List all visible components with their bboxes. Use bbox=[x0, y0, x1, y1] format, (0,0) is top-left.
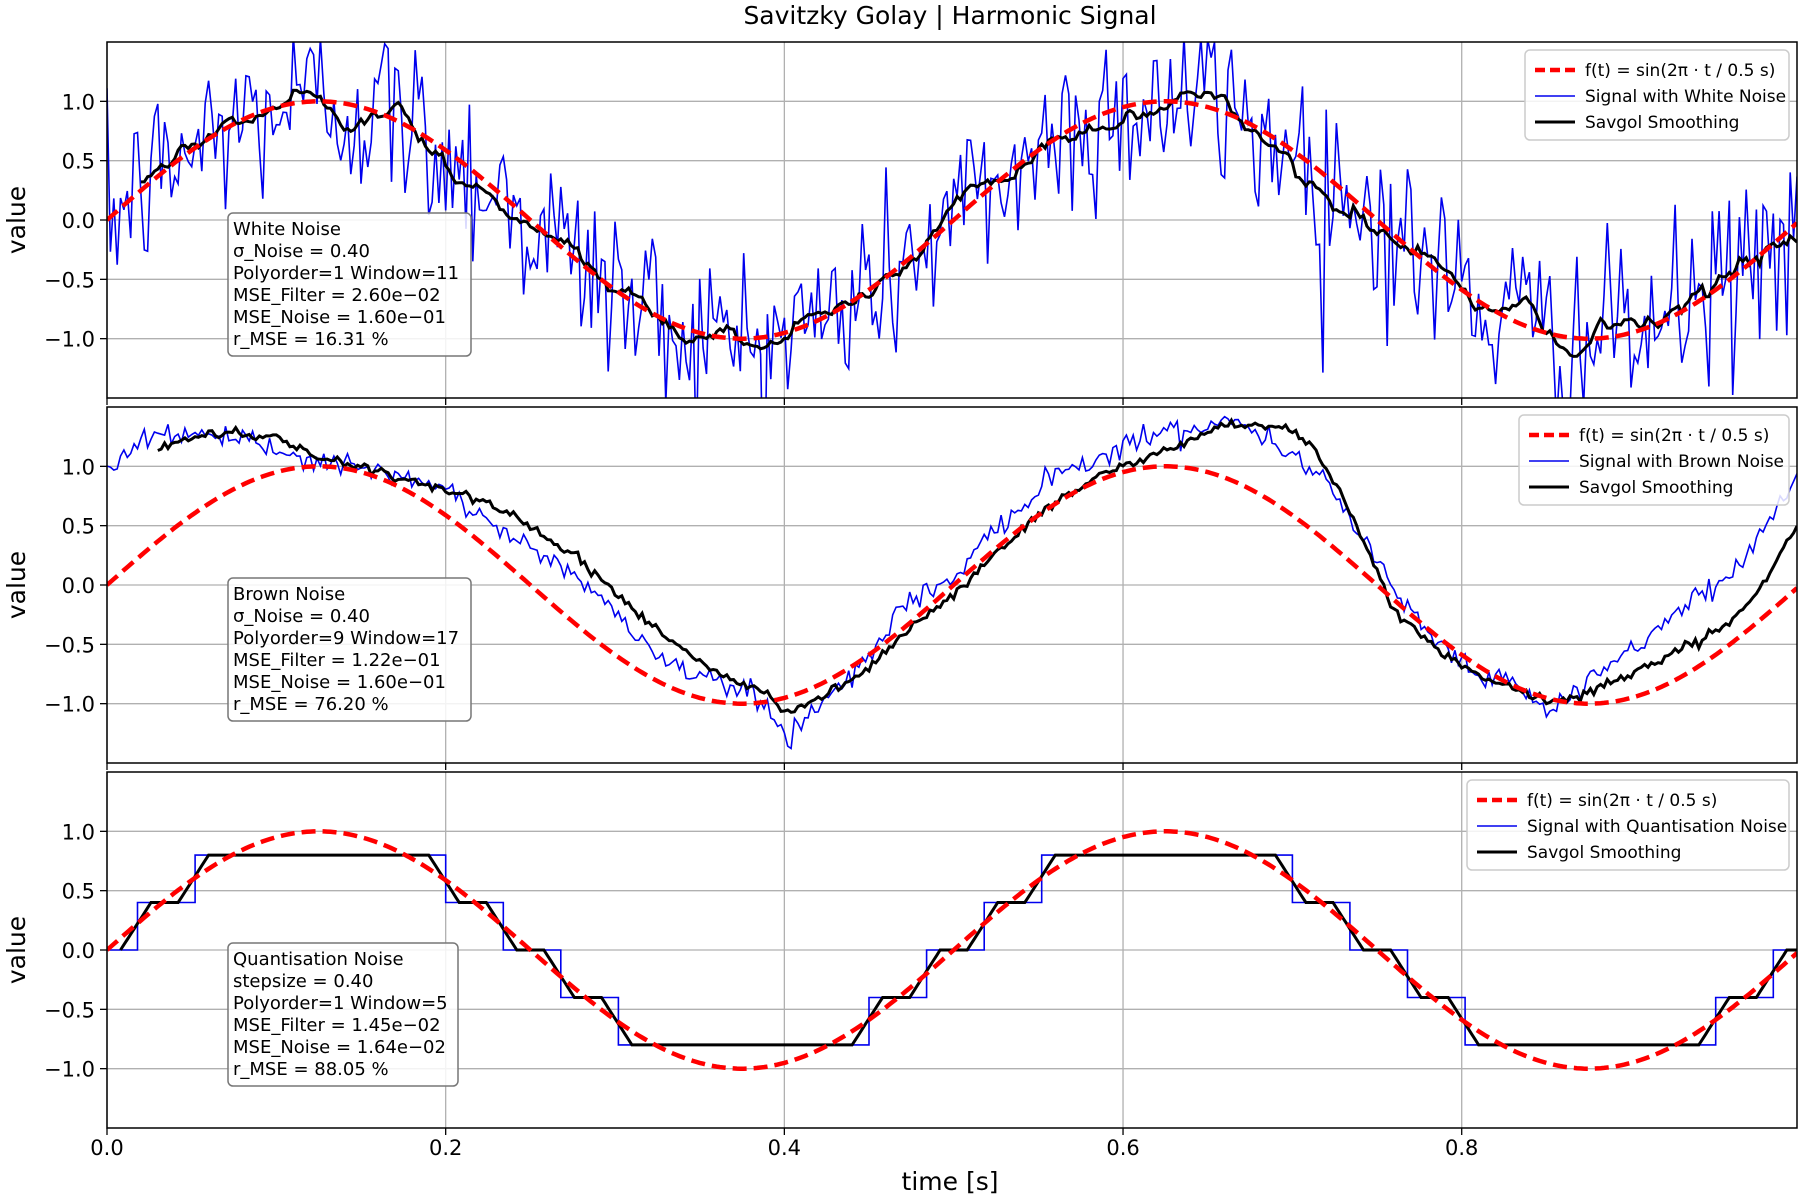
legend: f(t) = sin(2π · t / 0.5 s) Signal with Br… bbox=[1518, 414, 1790, 506]
legend: f(t) = sin(2π · t / 0.5 s) Signal with Wh… bbox=[1524, 49, 1790, 141]
y-tick-label: −1.0 bbox=[44, 693, 95, 717]
legend-reference-label: f(t) = sin(2π · t / 0.5 s) bbox=[1585, 61, 1775, 81]
info-line: stepsize = 0.40 bbox=[233, 971, 373, 992]
x-axis-ticks: 0.0 0.2 0.4 0.6 0.8 bbox=[90, 1136, 1478, 1160]
info-line: Polyorder=9 Window=17 bbox=[233, 628, 459, 649]
y-tick-label: 0.5 bbox=[62, 150, 95, 174]
brown-noise-panel: 1.0 0.5 0.0 −0.5 −1.0 value Brown Noiseσ_Noise… bbox=[2, 406, 1798, 770]
info-line: r_MSE = 88.05 % bbox=[233, 1059, 389, 1080]
y-axis-label: value bbox=[2, 551, 31, 619]
y-tick-label: 0.0 bbox=[62, 574, 95, 598]
info-line: Polyorder=1 Window=5 bbox=[233, 993, 448, 1014]
y-tick-label: 1.0 bbox=[62, 455, 95, 479]
y-tick-label: −1.0 bbox=[44, 1058, 95, 1082]
y-tick-label: −0.5 bbox=[44, 633, 95, 657]
x-tick-label: 0.0 bbox=[90, 1136, 123, 1160]
x-axis-label: time [s] bbox=[902, 1167, 999, 1196]
y-tick-label: 0.5 bbox=[62, 880, 95, 904]
y-tick-label: 0.0 bbox=[62, 209, 95, 233]
info-line: MSE_Noise = 1.60e−01 bbox=[233, 307, 446, 328]
legend-signal-label: Signal with White Noise bbox=[1585, 87, 1786, 107]
y-tick-label: 1.0 bbox=[62, 90, 95, 114]
legend-reference-label: f(t) = sin(2π · t / 0.5 s) bbox=[1579, 426, 1769, 446]
info-line: Quantisation Noise bbox=[233, 949, 404, 970]
info-line: MSE_Noise = 1.60e−01 bbox=[233, 672, 446, 693]
info-line: Polyorder=1 Window=11 bbox=[233, 263, 459, 284]
series-reference-line bbox=[107, 464, 1797, 706]
legend-smooth-label: Savgol Smoothing bbox=[1585, 113, 1739, 133]
info-line: White Noise bbox=[233, 219, 341, 240]
figure-title: Savitzky Golay | Harmonic Signal bbox=[743, 1, 1156, 30]
info-line: σ_Noise = 0.40 bbox=[233, 606, 370, 627]
legend-reference-label: f(t) = sin(2π · t / 0.5 s) bbox=[1527, 791, 1717, 811]
axes-frame bbox=[106, 406, 1798, 764]
y-tick-label: 0.0 bbox=[62, 939, 95, 963]
info-line: MSE_Noise = 1.64e−02 bbox=[233, 1037, 446, 1058]
series-smooth-line bbox=[140, 88, 1797, 358]
y-tick-label: 1.0 bbox=[62, 820, 95, 844]
y-axis-label: value bbox=[2, 186, 31, 254]
y-tick-label: −0.5 bbox=[44, 268, 95, 292]
axes-frame bbox=[106, 41, 1798, 399]
axes-frame bbox=[106, 771, 1798, 1129]
info-line: r_MSE = 16.31 % bbox=[233, 329, 389, 350]
info-line: σ_Noise = 0.40 bbox=[233, 241, 370, 262]
info-line: MSE_Filter = 1.22e−01 bbox=[233, 650, 441, 671]
legend-smooth-label: Savgol Smoothing bbox=[1527, 843, 1681, 863]
y-tick-label: −0.5 bbox=[44, 998, 95, 1022]
y-tick-label: −1.0 bbox=[44, 328, 95, 352]
y-axis-label: value bbox=[2, 916, 31, 984]
series-signal-line bbox=[107, 415, 1797, 750]
info-line: Brown Noise bbox=[233, 584, 345, 605]
x-tick-label: 0.8 bbox=[1445, 1136, 1478, 1160]
info-line: MSE_Filter = 2.60e−02 bbox=[233, 285, 441, 306]
quantisation-noise-panel: 1.0 0.5 0.0 −0.5 −1.0 value Quantisation Noise… bbox=[2, 771, 1798, 1135]
info-line: r_MSE = 76.20 % bbox=[233, 694, 389, 715]
series-signal-line bbox=[107, 42, 1797, 398]
white-noise-panel: 1.0 0.5 0.0 −0.5 −1.0 value White Noiseσ_Noise… bbox=[2, 41, 1798, 405]
legend-signal-label: Signal with Quantisation Noise bbox=[1527, 817, 1787, 837]
legend-signal-label: Signal with Brown Noise bbox=[1579, 452, 1784, 472]
info-line: MSE_Filter = 1.45e−02 bbox=[233, 1015, 441, 1036]
series-reference-line bbox=[107, 829, 1797, 1071]
legend-smooth-label: Savgol Smoothing bbox=[1579, 478, 1733, 498]
legend: f(t) = sin(2π · t / 0.5 s) Signal with Qu… bbox=[1466, 779, 1790, 871]
series-reference-line bbox=[107, 99, 1797, 341]
series-smooth-line bbox=[119, 853, 1797, 1047]
x-tick-label: 0.6 bbox=[1106, 1136, 1139, 1160]
y-tick-label: 0.5 bbox=[62, 515, 95, 539]
x-tick-label: 0.4 bbox=[768, 1136, 801, 1160]
x-tick-label: 0.2 bbox=[429, 1136, 462, 1160]
